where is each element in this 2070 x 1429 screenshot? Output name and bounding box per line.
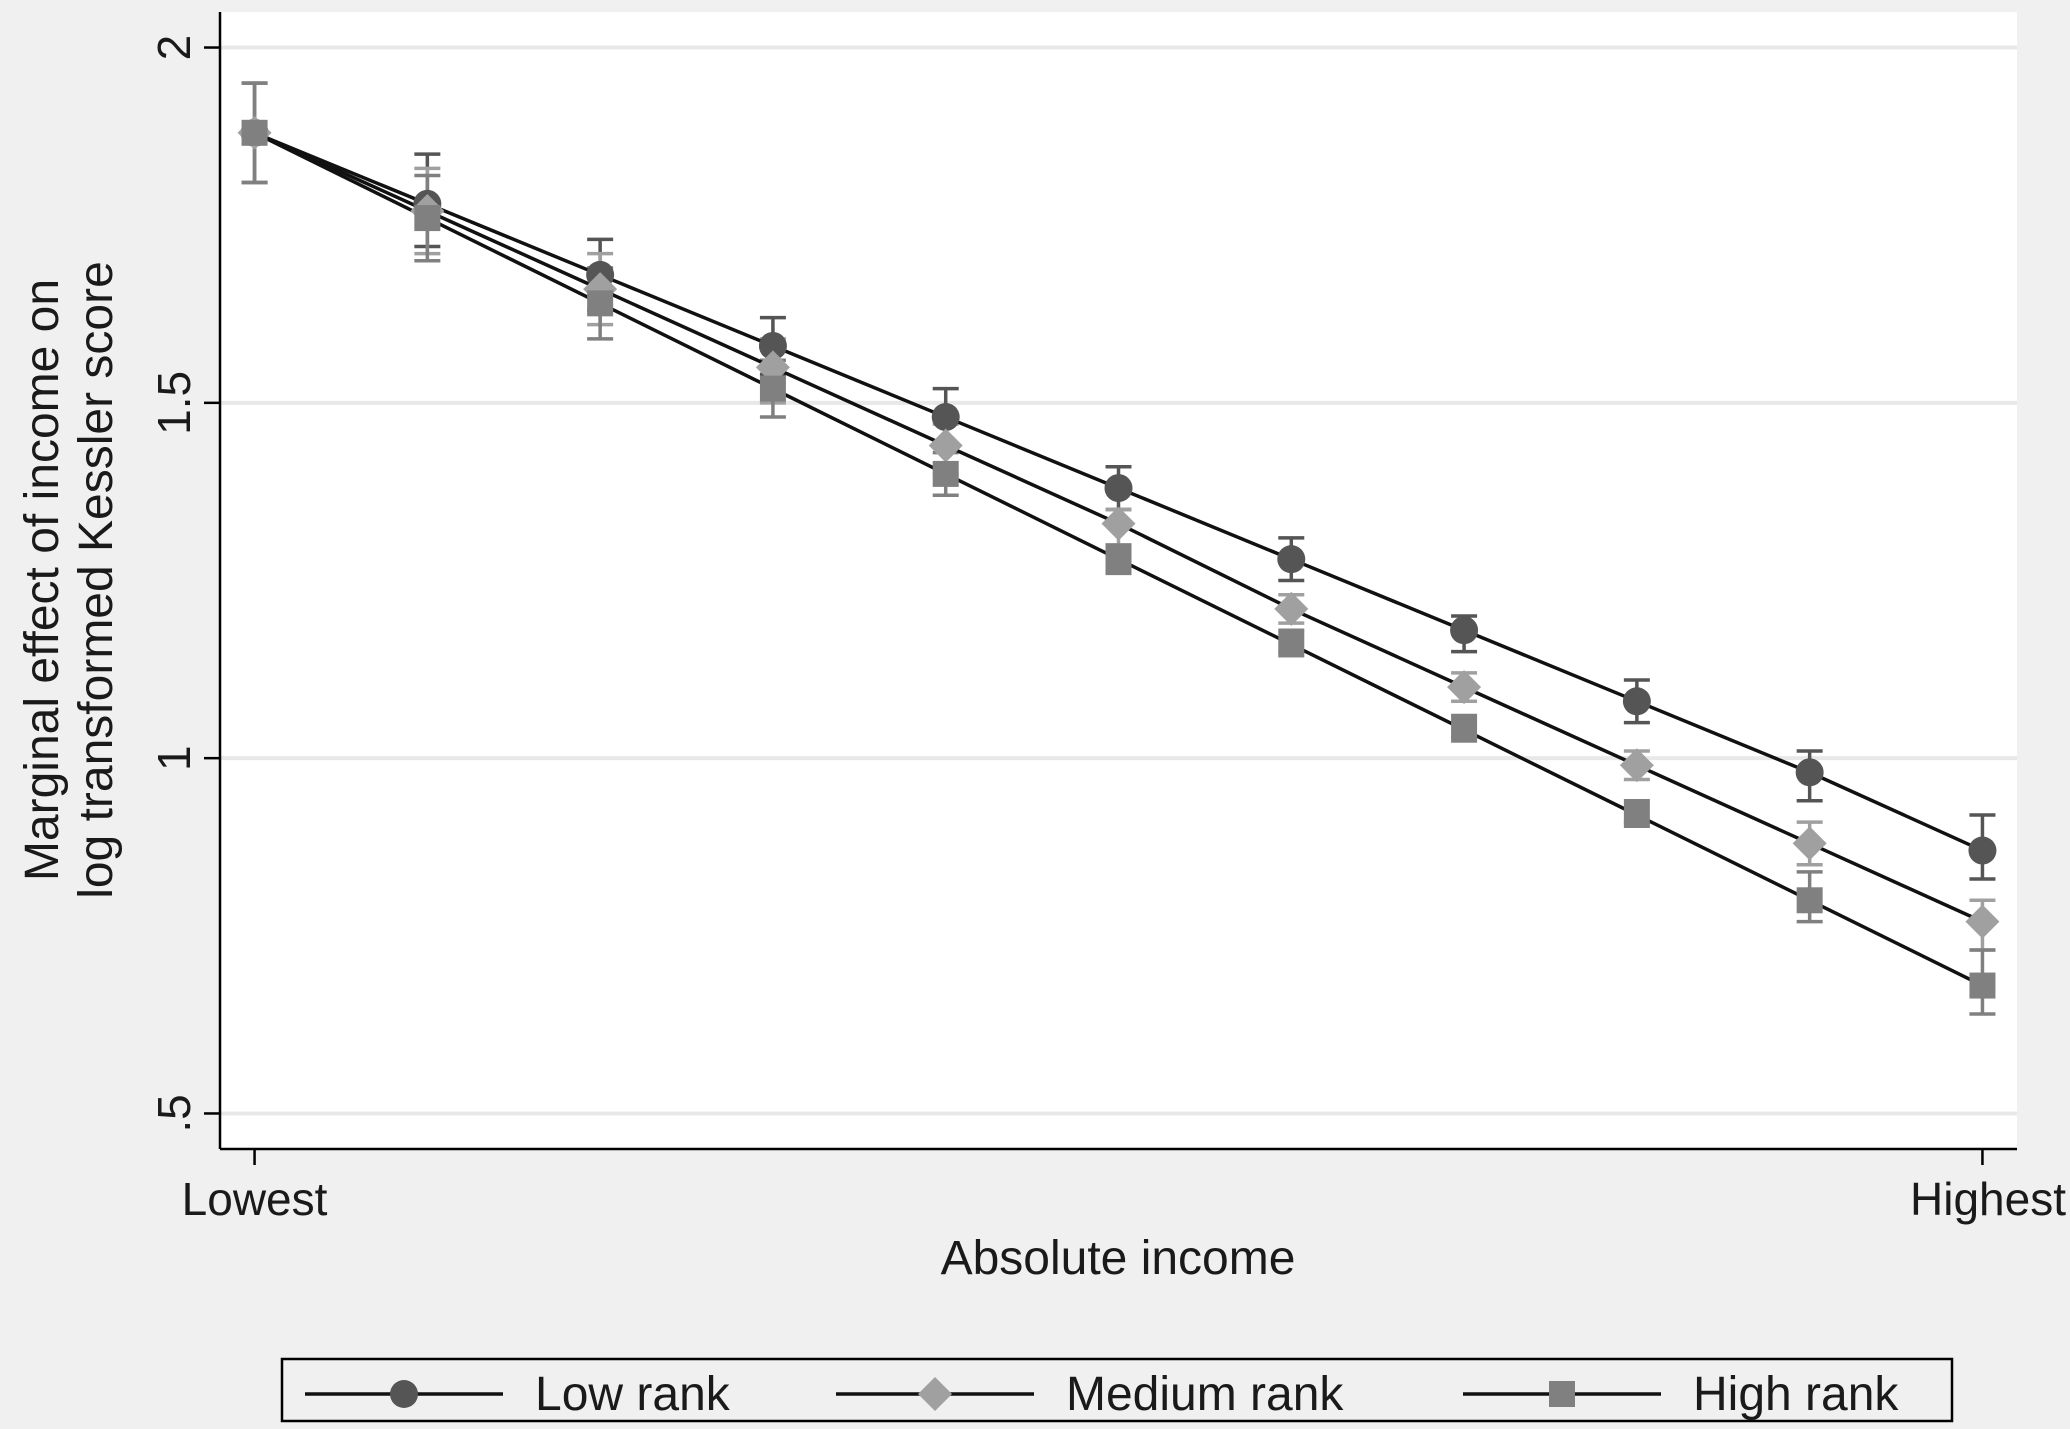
y-ticks: 21.51.5 [148,35,220,1133]
legend-label: High rank [1693,1368,1899,1421]
axes-layer [218,12,2017,1151]
legend-marker [1549,1381,1575,1407]
point-1-4 [928,428,963,463]
legend-item-2: High rank [1463,1368,1899,1421]
point-2-3 [759,375,786,402]
point-0-8 [1622,687,1651,716]
point-2-10 [1969,972,1996,999]
point-2-1 [414,205,441,232]
x-axis-title: Absolute income [941,1232,1296,1285]
point-2-0 [241,119,268,146]
x-tick-label-0: Lowest [182,1173,328,1225]
legend-marker [918,1377,952,1411]
y-tick-label-group-1: 1.5 [148,371,200,435]
point-2-7 [1451,716,1478,743]
point-0-3 [758,331,787,360]
series-markers [237,115,2000,999]
point-2-8 [1623,802,1650,829]
y-axis-title-line-1: Marginal effect of income on [16,279,69,881]
legend-label: Low rank [535,1368,731,1421]
point-2-4 [932,460,959,487]
point-2-2 [587,290,614,317]
x-ticks: Lowest Highest [182,1149,2066,1225]
point-0-10 [1968,836,1997,865]
x-tick-label-1: Highest [1910,1173,2066,1225]
legend: Low rank Medium rank High rank [280,1357,1954,1423]
y-axis-title: Marginal effect of income on log transfo… [16,261,123,899]
point-1-8 [1619,748,1654,783]
point-0-6 [1277,545,1306,574]
grid-layer [220,45,2017,1116]
legend-label: Medium rank [1066,1368,1344,1421]
y-tick-label-group-3: .5 [148,1094,200,1132]
point-2-9 [1796,887,1823,914]
point-1-7 [1447,670,1482,705]
point-1-9 [1792,826,1827,861]
y-tick-label-0: 2 [148,35,200,61]
legend-marker [390,1380,418,1408]
y-tick-label-group-2: 1 [148,745,200,771]
legend-box [280,1357,1954,1423]
point-0-7 [1450,616,1479,645]
y-tick-label-1: 1.5 [148,371,200,435]
point-2-6 [1278,631,1305,658]
y-tick-label-2: 1 [148,745,200,771]
point-1-5 [1101,506,1136,541]
point-1-10 [1965,904,2000,939]
y-tick-label-3: .5 [148,1094,200,1132]
point-1-6 [1274,591,1309,626]
point-0-5 [1104,474,1133,503]
legend-items: Low rank Medium rank High rank [305,1368,1899,1421]
plot-background [220,12,2017,1149]
point-0-4 [931,403,960,432]
point-2-5 [1105,546,1132,573]
legend-item-1: Medium rank [836,1368,1344,1421]
y-tick-label-group-0: 2 [148,35,200,61]
y-axis-title-line-2: log transformed Kessler score [70,261,123,899]
point-0-9 [1795,758,1824,787]
legend-item-0: Low rank [305,1368,731,1421]
series-layer [237,81,2000,1016]
